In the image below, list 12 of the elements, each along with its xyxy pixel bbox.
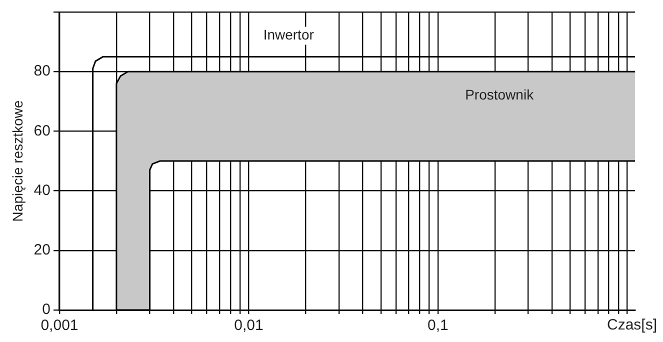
y-tick-label: 60 <box>34 122 50 140</box>
x-axis-title: Czas[s] <box>606 316 657 334</box>
x-tick-label: 0,001 <box>40 317 78 334</box>
y-tick-label: 80 <box>34 62 50 80</box>
series-label: Prostownik <box>465 86 535 103</box>
y-tick-label: 0 <box>42 301 50 318</box>
series-label: Inwertor <box>263 26 314 43</box>
y-axis-title: Napięcie resztkowe <box>9 100 26 222</box>
y-tick-label: 40 <box>34 182 50 199</box>
x-tick-label: 0,01 <box>234 317 264 334</box>
x-tick-label: 0,1 <box>428 317 448 334</box>
y-tick-label: 20 <box>34 242 50 259</box>
